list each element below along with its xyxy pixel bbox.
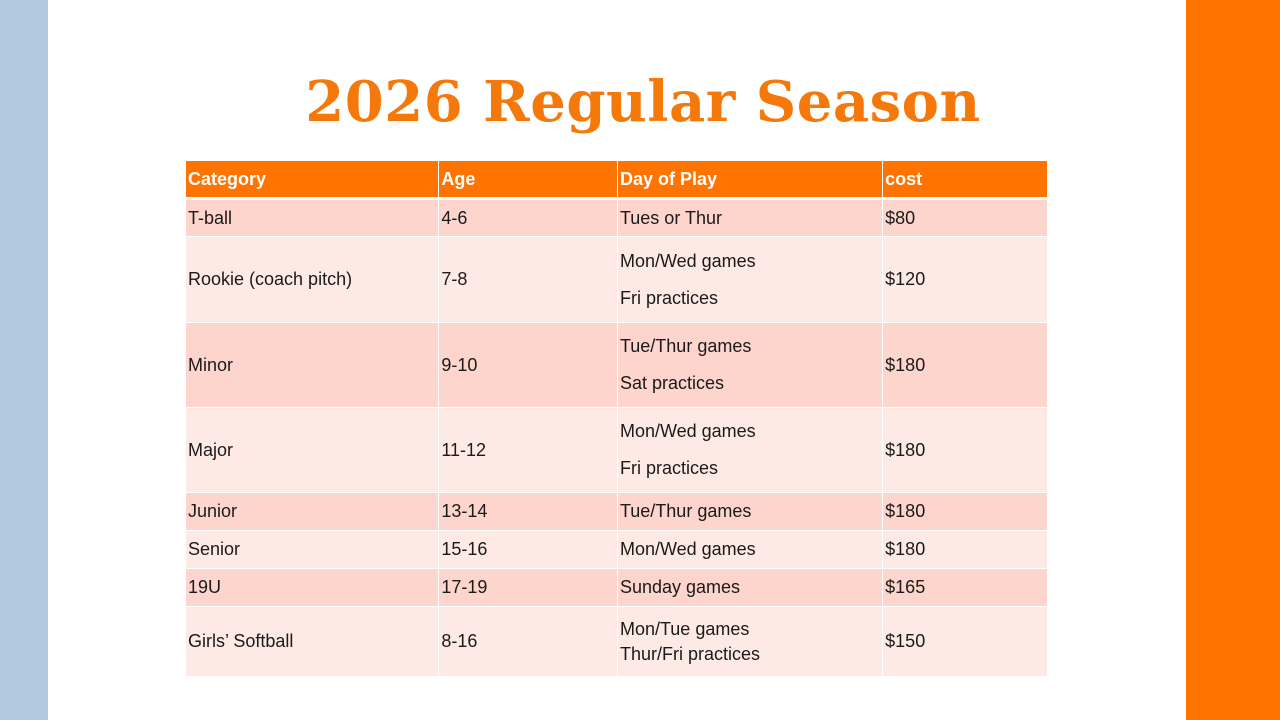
cell-day: Sunday games: [617, 569, 883, 606]
table-row: Girls’ Softball 8-16 Mon/Tue games Thur/…: [186, 607, 1047, 676]
cell-category: Girls’ Softball: [186, 607, 439, 676]
table-row: Junior 13-14 Tue/Thur games $180: [186, 493, 1047, 530]
day-line: Sat practices: [619, 373, 724, 393]
header-gap: [186, 198, 1047, 199]
cell-age: 15-16: [439, 531, 617, 568]
cell-age: 11-12: [439, 408, 617, 492]
cell-category: Major: [186, 408, 439, 492]
cell-cost: $180: [883, 493, 1047, 530]
day-line: Tues or Thur: [619, 207, 722, 228]
day-line: Mon/Wed games: [619, 421, 756, 441]
cell-day: Tues or Thur: [617, 200, 883, 236]
day-line: Mon/Wed games: [619, 539, 756, 559]
season-table: Category Age Day of Play cost T-ball 4-6…: [185, 160, 1048, 677]
day-line: Thur/Fri practices: [619, 643, 760, 664]
day-line: Mon/Wed games: [619, 250, 756, 271]
day-line: Fri practices: [619, 287, 718, 308]
day-line: Tue/Thur games: [619, 336, 752, 356]
cell-cost: $120: [883, 237, 1047, 322]
cell-age: 4-6: [439, 200, 617, 236]
day-line: Mon/Tue games: [619, 618, 750, 639]
cell-category: Senior: [186, 531, 439, 568]
left-accent-strip: [0, 0, 48, 720]
cell-age: 9-10: [439, 323, 617, 407]
table-row: Senior 15-16 Mon/Wed games $180: [186, 531, 1047, 568]
cell-category: Rookie (coach pitch): [186, 237, 439, 322]
cell-day: Tue/Thur games: [617, 493, 883, 530]
cell-age: 8-16: [439, 607, 617, 676]
cell-age: 7-8: [439, 237, 617, 322]
cell-age: 13-14: [439, 493, 617, 530]
cell-cost: $180: [883, 323, 1047, 407]
header-age: Age: [439, 161, 617, 197]
slide-title: 2026 Regular Season: [305, 69, 981, 135]
header-day-of-play: Day of Play: [617, 161, 883, 197]
day-line: Tue/Thur games: [619, 501, 752, 521]
cell-cost: $180: [883, 531, 1047, 568]
cell-category: 19U: [186, 569, 439, 606]
cell-category: Minor: [186, 323, 439, 407]
cell-age: 17-19: [439, 569, 617, 606]
header-cost: cost: [883, 161, 1047, 197]
table-row: Rookie (coach pitch) 7-8 Mon/Wed games F…: [186, 237, 1047, 322]
cell-cost: $165: [883, 569, 1047, 606]
table-row: Major 11-12 Mon/Wed games Fri practices …: [186, 408, 1047, 492]
cell-day: Mon/Tue games Thur/Fri practices: [617, 607, 883, 676]
table-row: T-ball 4-6 Tues or Thur $80: [186, 200, 1047, 236]
day-line: Sunday games: [619, 577, 741, 597]
table-header-row: Category Age Day of Play cost: [186, 161, 1047, 197]
cell-day: Mon/Wed games: [617, 531, 883, 568]
header-category: Category: [186, 161, 439, 197]
cell-category: Junior: [186, 493, 439, 530]
cell-cost: $150: [883, 607, 1047, 676]
cell-cost: $180: [883, 408, 1047, 492]
day-line: Fri practices: [619, 458, 718, 478]
table-row: Minor 9-10 Tue/Thur games Sat practices …: [186, 323, 1047, 407]
cell-cost: $80: [883, 200, 1047, 236]
cell-day: Mon/Wed games Fri practices: [617, 237, 883, 322]
right-accent-strip: [1186, 0, 1280, 720]
cell-day: Tue/Thur games Sat practices: [617, 323, 883, 407]
table-row: 19U 17-19 Sunday games $165: [186, 569, 1047, 606]
cell-category: T-ball: [186, 200, 439, 236]
cell-day: Mon/Wed games Fri practices: [617, 408, 883, 492]
